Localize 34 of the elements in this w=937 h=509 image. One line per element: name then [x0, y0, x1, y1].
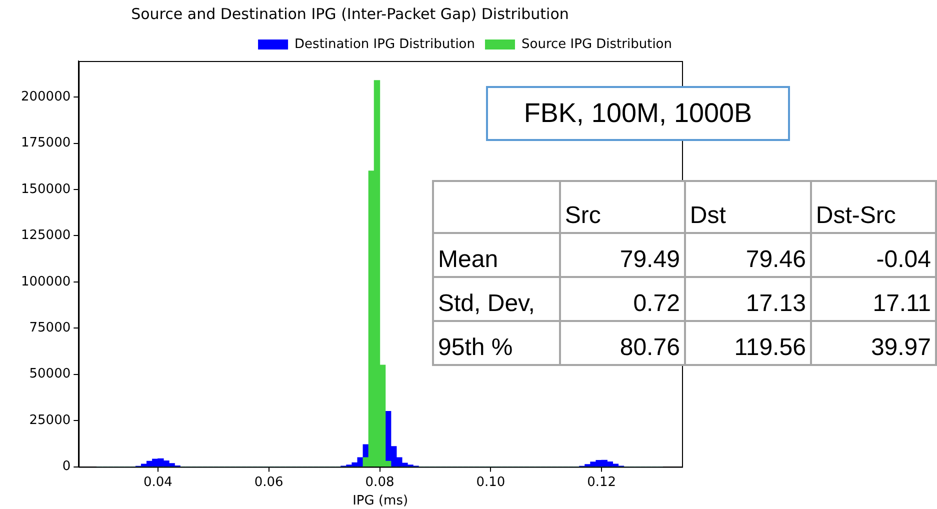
y-tick-label: 200000: [20, 89, 71, 104]
category-label: 95th %: [438, 334, 513, 361]
y-tick-label: 175000: [20, 136, 71, 151]
y-tick-label: 50000: [29, 366, 71, 382]
category-label: Dst-Src: [810, 181, 936, 233]
chart-title: Source and Destination IPG (Inter-Packet Gap) Distribution: [131, 4, 569, 23]
annotation: FBK, 100M, 1000B: [486, 86, 790, 141]
x-tick-label: 0.08: [365, 474, 394, 490]
text: 80.76: [620, 334, 680, 361]
y-tick-label: 150000: [20, 182, 71, 197]
text: -0.04: [876, 246, 931, 273]
x-tick-label: 0.12: [587, 474, 616, 490]
category-label: Mean: [438, 246, 498, 273]
y-tick-label: 125000: [20, 228, 71, 244]
text: 79.46: [746, 246, 806, 273]
text: 39.97: [870, 334, 931, 361]
x-tick-label: 0.06: [254, 474, 284, 490]
y-tick-label: 100000: [20, 274, 71, 290]
category-label: Std, Dev,: [438, 290, 535, 317]
legend-label: Destination IPG Distribution: [294, 36, 475, 52]
y-tick-label: 0: [62, 459, 71, 474]
y-tick-label: 25000: [29, 412, 71, 428]
text: 0.72: [633, 290, 680, 317]
text: 17.13: [746, 290, 806, 317]
x-tick-label: 0.10: [476, 474, 506, 490]
category-label: Src: [560, 181, 685, 233]
y-tick-label: 75000: [29, 320, 71, 336]
text: 119.56: [734, 334, 806, 361]
x-tick-label: 0.04: [143, 474, 172, 490]
category-label: Dst: [684, 181, 811, 233]
text: 79.49: [620, 246, 680, 273]
legend-label: Source IPG Distribution: [521, 36, 672, 52]
text: 17.11: [872, 290, 931, 317]
x-axis-title: IPG (ms): [352, 494, 408, 509]
